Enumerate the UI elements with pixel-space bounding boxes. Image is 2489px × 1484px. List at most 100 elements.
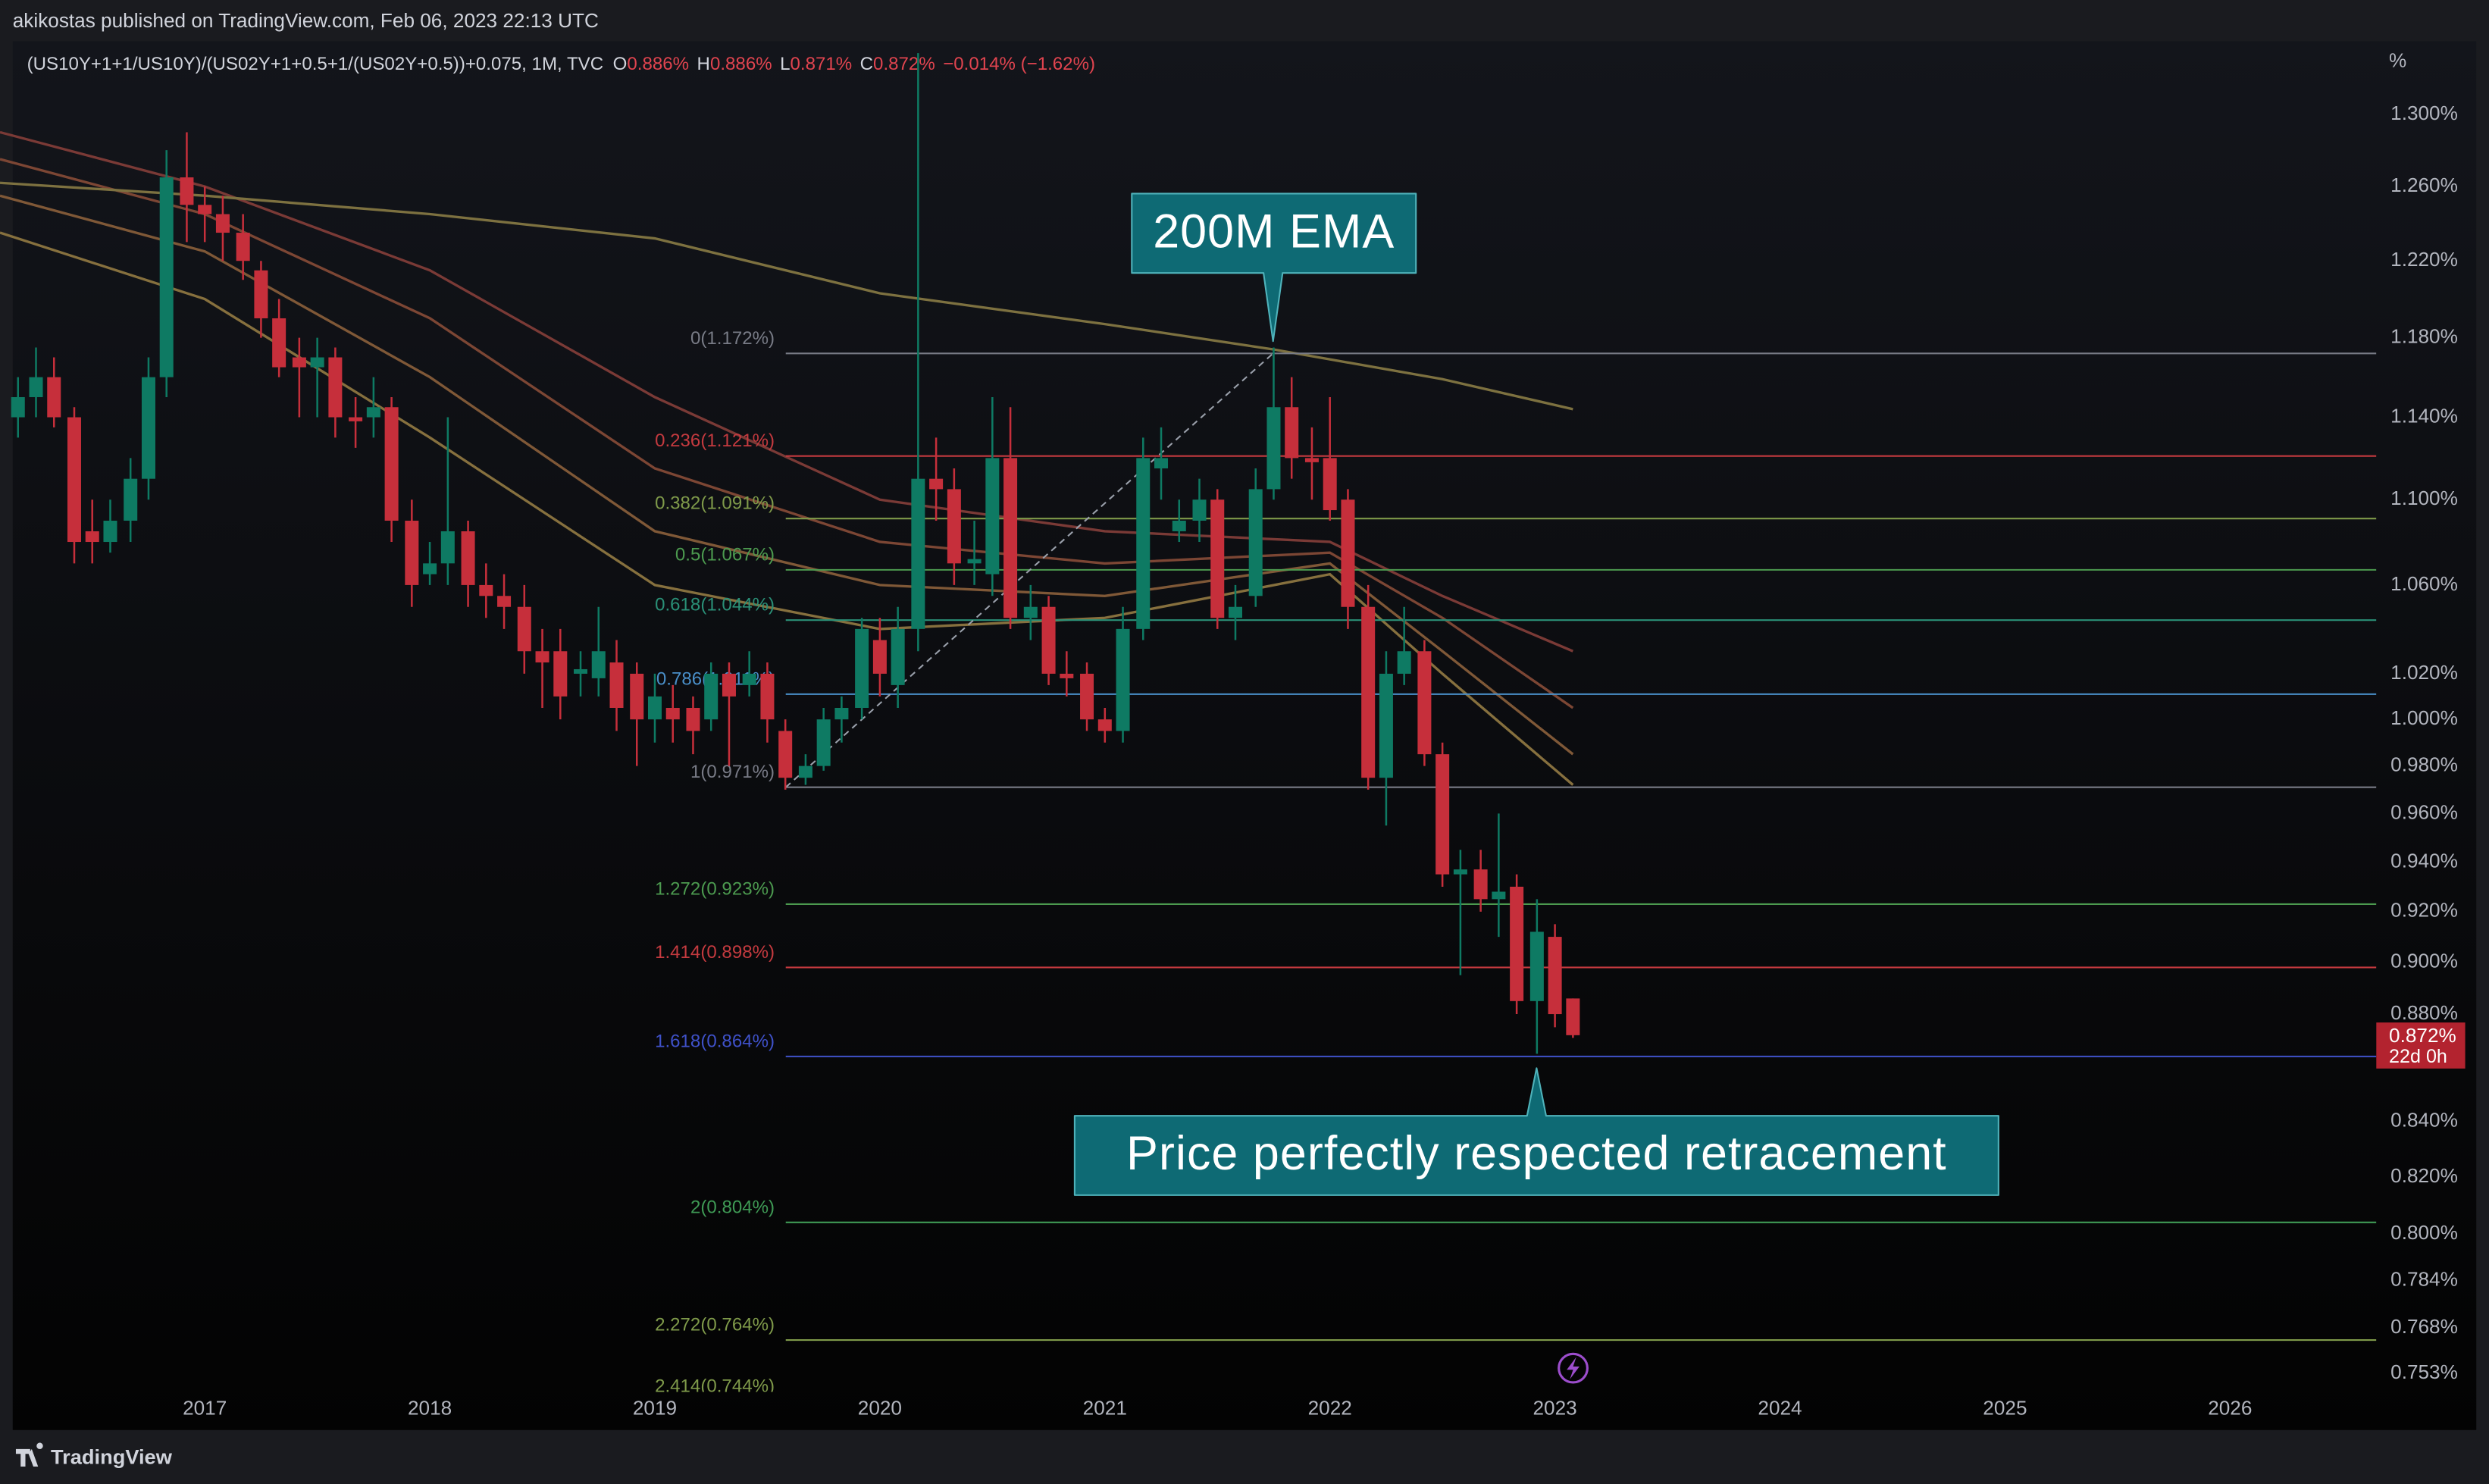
fib-label: 2(0.804%): [690, 1197, 775, 1217]
candle-body: [254, 270, 268, 318]
axis-unit: %: [2389, 49, 2406, 72]
candle-body: [1172, 520, 1186, 531]
candle-body: [816, 719, 831, 766]
candle-body: [124, 478, 138, 521]
ema-line: [0, 130, 1573, 653]
x-tick-label: 2017: [183, 1396, 227, 1419]
candle-body: [1548, 937, 1562, 1015]
fib-trend: [785, 352, 1274, 788]
candle-body: [1379, 673, 1393, 778]
callout-text: 200M EMA: [1153, 205, 1395, 258]
candle-body: [1304, 458, 1319, 462]
candle-body: [1023, 606, 1038, 618]
candle-body: [1228, 606, 1243, 618]
price-tag-countdown: 22d 0h: [2389, 1046, 2447, 1067]
y-tick-label: 0.768%: [2390, 1315, 2458, 1338]
x-tick-label: 2019: [633, 1396, 677, 1419]
x-tick-label: 2020: [858, 1396, 902, 1419]
candle-body: [11, 396, 25, 418]
candle-body: [574, 668, 588, 674]
y-tick-label: 0.880%: [2390, 1001, 2458, 1024]
y-tick-label: 0.920%: [2390, 899, 2458, 922]
candle-body: [461, 531, 475, 585]
event-icon[interactable]: [1558, 1352, 1589, 1384]
candle-body: [1492, 891, 1506, 900]
callout: 200M EMA: [1131, 193, 1417, 343]
legend-symbol: (US10Y+1+1/US10Y)/(US02Y+1+0.5+1/(US02Y+…: [27, 54, 604, 74]
candle-body: [1323, 458, 1337, 511]
legend-value: 0.871%: [791, 54, 853, 74]
overlay: 200M EMA Price perfectly respected retrac…: [1073, 193, 1999, 1196]
candle-body: [1154, 458, 1169, 469]
candle-body: [872, 640, 887, 674]
candle-body: [1136, 458, 1151, 629]
candle-body: [1003, 458, 1018, 618]
candle-body: [272, 318, 286, 368]
candle-body: [798, 765, 812, 778]
candle-body: [349, 417, 363, 421]
fib-label: 1.414(0.898%): [655, 942, 775, 963]
y-tick-label: 1.300%: [2390, 102, 2458, 124]
candle-body: [1473, 869, 1488, 900]
candle-body: [834, 707, 849, 720]
candle-body: [479, 584, 493, 596]
candle-body: [497, 596, 512, 607]
candle-body: [947, 489, 961, 564]
y-tick-label: 0.800%: [2390, 1221, 2458, 1244]
candle-body: [630, 673, 644, 720]
x-tick-label: 2022: [1308, 1396, 1352, 1419]
brand-name: TradingView: [51, 1445, 173, 1469]
candle-body: [911, 478, 925, 629]
plot: 0(1.172%) 0.236(1.121%) 0.382(1.091%) 0.5(1…: [0, 53, 2377, 1396]
candle-body: [855, 628, 869, 708]
y-tick-label: 1.000%: [2390, 706, 2458, 729]
candle-body: [591, 651, 606, 678]
candle-body: [1453, 869, 1467, 875]
candle-body: [440, 531, 455, 564]
price-tag: [2376, 1022, 2466, 1069]
y-tick-label: 1.020%: [2390, 661, 2458, 684]
candle-body: [180, 177, 194, 205]
brand-logo: [15, 1442, 43, 1467]
candle-body: [1566, 998, 1580, 1035]
legend-key: O: [613, 54, 628, 74]
ema-line: [0, 158, 1574, 709]
x-tick-label: 2018: [408, 1396, 452, 1419]
fib-label: 0(1.172%): [690, 328, 775, 349]
candle-body: [929, 478, 944, 490]
candle-body: [967, 559, 982, 564]
candle-body: [1210, 499, 1225, 618]
candle-body: [198, 205, 212, 214]
candle-body: [1060, 673, 1074, 678]
fib-label: 0.236(1.121%): [655, 430, 775, 451]
y-tick-label: 1.220%: [2390, 248, 2458, 271]
candle-body: [742, 673, 756, 685]
candle-body: [215, 214, 230, 233]
x-tick-label: 2024: [1758, 1396, 1802, 1419]
legend-value: 0.872%: [873, 54, 935, 74]
candle-body: [236, 233, 250, 261]
candle-body: [686, 707, 700, 731]
candle-body: [665, 707, 680, 720]
candle-body: [423, 563, 437, 575]
candle-body: [722, 673, 736, 697]
candle-body: [384, 407, 399, 521]
x-tick-label: 2021: [1083, 1396, 1127, 1419]
y-tick-label: 0.820%: [2390, 1164, 2458, 1187]
candle-body: [328, 357, 343, 418]
event-bolt: [1567, 1357, 1579, 1379]
fib-label: 0.382(1.091%): [655, 493, 775, 514]
candle-body: [778, 731, 793, 778]
candle-body: [891, 628, 905, 685]
legend-key: L: [780, 54, 790, 74]
fib-label: 2.414(0.744%): [655, 1376, 775, 1396]
candle-body: [1192, 499, 1207, 521]
y-tick-label: 0.900%: [2390, 950, 2458, 972]
fib-label: 1.272(0.923%): [655, 878, 775, 899]
fib-label: 0.618(1.044%): [655, 595, 775, 615]
candle-body: [1435, 754, 1450, 875]
y-tick-label: 0.980%: [2390, 753, 2458, 776]
symbol-legend: (US10Y+1+1/US10Y)/(US02Y+1+0.5+1/(US02Y+…: [27, 54, 1095, 74]
candle-body: [1116, 628, 1130, 731]
